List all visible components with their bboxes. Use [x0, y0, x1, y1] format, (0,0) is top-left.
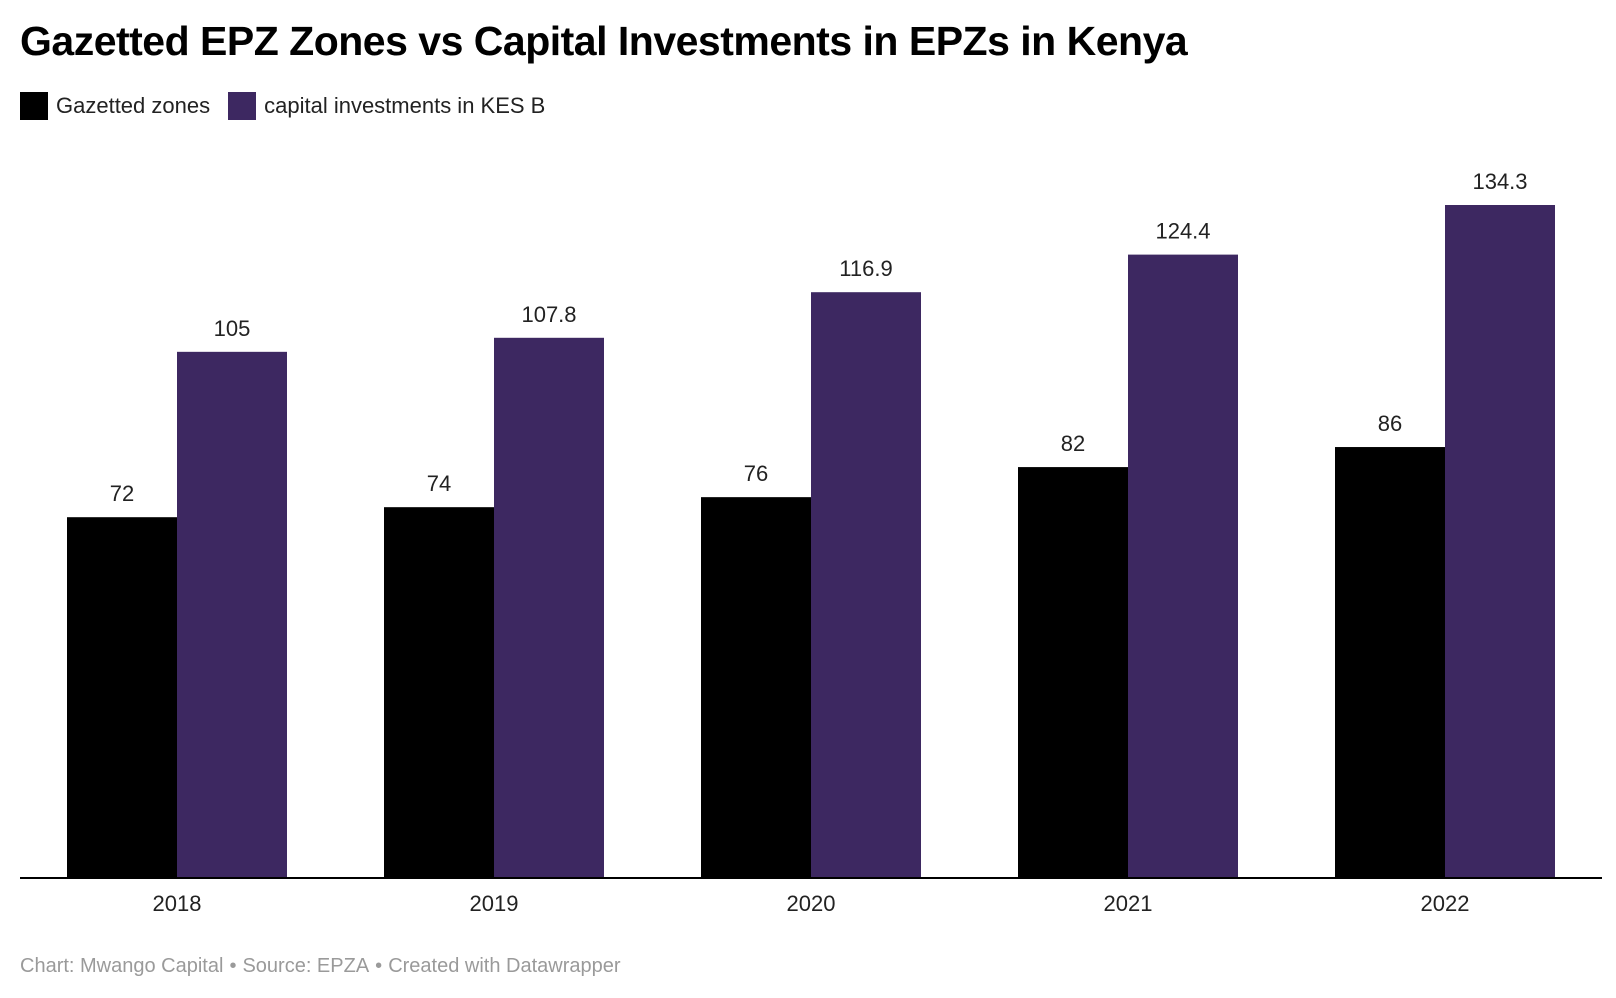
bar-gazetted-zones-2018	[67, 517, 177, 878]
data-label-capital-investments-in-kes-b-2018: 105	[214, 316, 251, 341]
bar-gazetted-zones-2022	[1335, 447, 1445, 878]
footer-source: Source: EPZA	[242, 955, 370, 977]
legend-label-capital-investments: capital investments in KES B	[264, 93, 546, 118]
bar-gazetted-zones-2019	[384, 507, 494, 878]
bar-capital-investments-in-kes-b-2018	[177, 351, 287, 878]
data-label-capital-investments-in-kes-b-2022: 134.3	[1472, 169, 1527, 194]
legend-item-gazetted-zones: Gazetted zones	[20, 92, 210, 120]
x-tick-label-2018: 2018	[153, 891, 202, 916]
data-label-gazetted-zones-2021: 82	[1061, 431, 1085, 456]
bar-capital-investments-in-kes-b-2022	[1445, 205, 1555, 878]
footer-separator: •	[375, 955, 383, 977]
bar-gazetted-zones-2020	[701, 497, 811, 878]
data-label-gazetted-zones-2018: 72	[110, 481, 134, 506]
data-label-gazetted-zones-2019: 74	[427, 471, 451, 496]
data-label-capital-investments-in-kes-b-2019: 107.8	[521, 302, 576, 327]
data-label-capital-investments-in-kes-b-2020: 116.9	[839, 256, 892, 281]
legend-item-capital-investments: capital investments in KES B	[228, 92, 545, 120]
data-label-capital-investments-in-kes-b-2021: 124.4	[1155, 219, 1210, 244]
legend-swatch-gazetted-zones	[20, 92, 48, 120]
bar-capital-investments-in-kes-b-2019	[494, 337, 604, 878]
footer-chart-credit: Chart: Mwango Capital	[20, 955, 224, 977]
data-label-gazetted-zones-2022: 86	[1378, 411, 1402, 436]
x-tick-label-2022: 2022	[1421, 891, 1470, 916]
legend-label-gazetted-zones: Gazetted zones	[56, 93, 211, 118]
legend-swatch-capital-investments	[228, 92, 257, 120]
chart-footer: Chart: Mwango Capital • Source: EPZA • Creat…	[20, 955, 621, 978]
bar-capital-investments-in-kes-b-2020	[811, 292, 921, 878]
footer-separator: •	[229, 955, 237, 977]
footer-created-with: Created with Datawrapper	[388, 955, 621, 977]
data-label-gazetted-zones-2020: 76	[744, 461, 768, 486]
x-tick-label-2020: 2020	[787, 891, 836, 916]
bar-gazetted-zones-2021	[1018, 467, 1128, 878]
bar-capital-investments-in-kes-b-2021	[1128, 254, 1238, 878]
chart-title: Gazetted EPZ Zones vs Capital Investment…	[20, 18, 1188, 64]
x-tick-label-2021: 2021	[1104, 891, 1153, 916]
x-tick-label-2019: 2019	[470, 891, 519, 916]
chart-legend: Gazetted zones capital investments in KE…	[20, 92, 563, 120]
